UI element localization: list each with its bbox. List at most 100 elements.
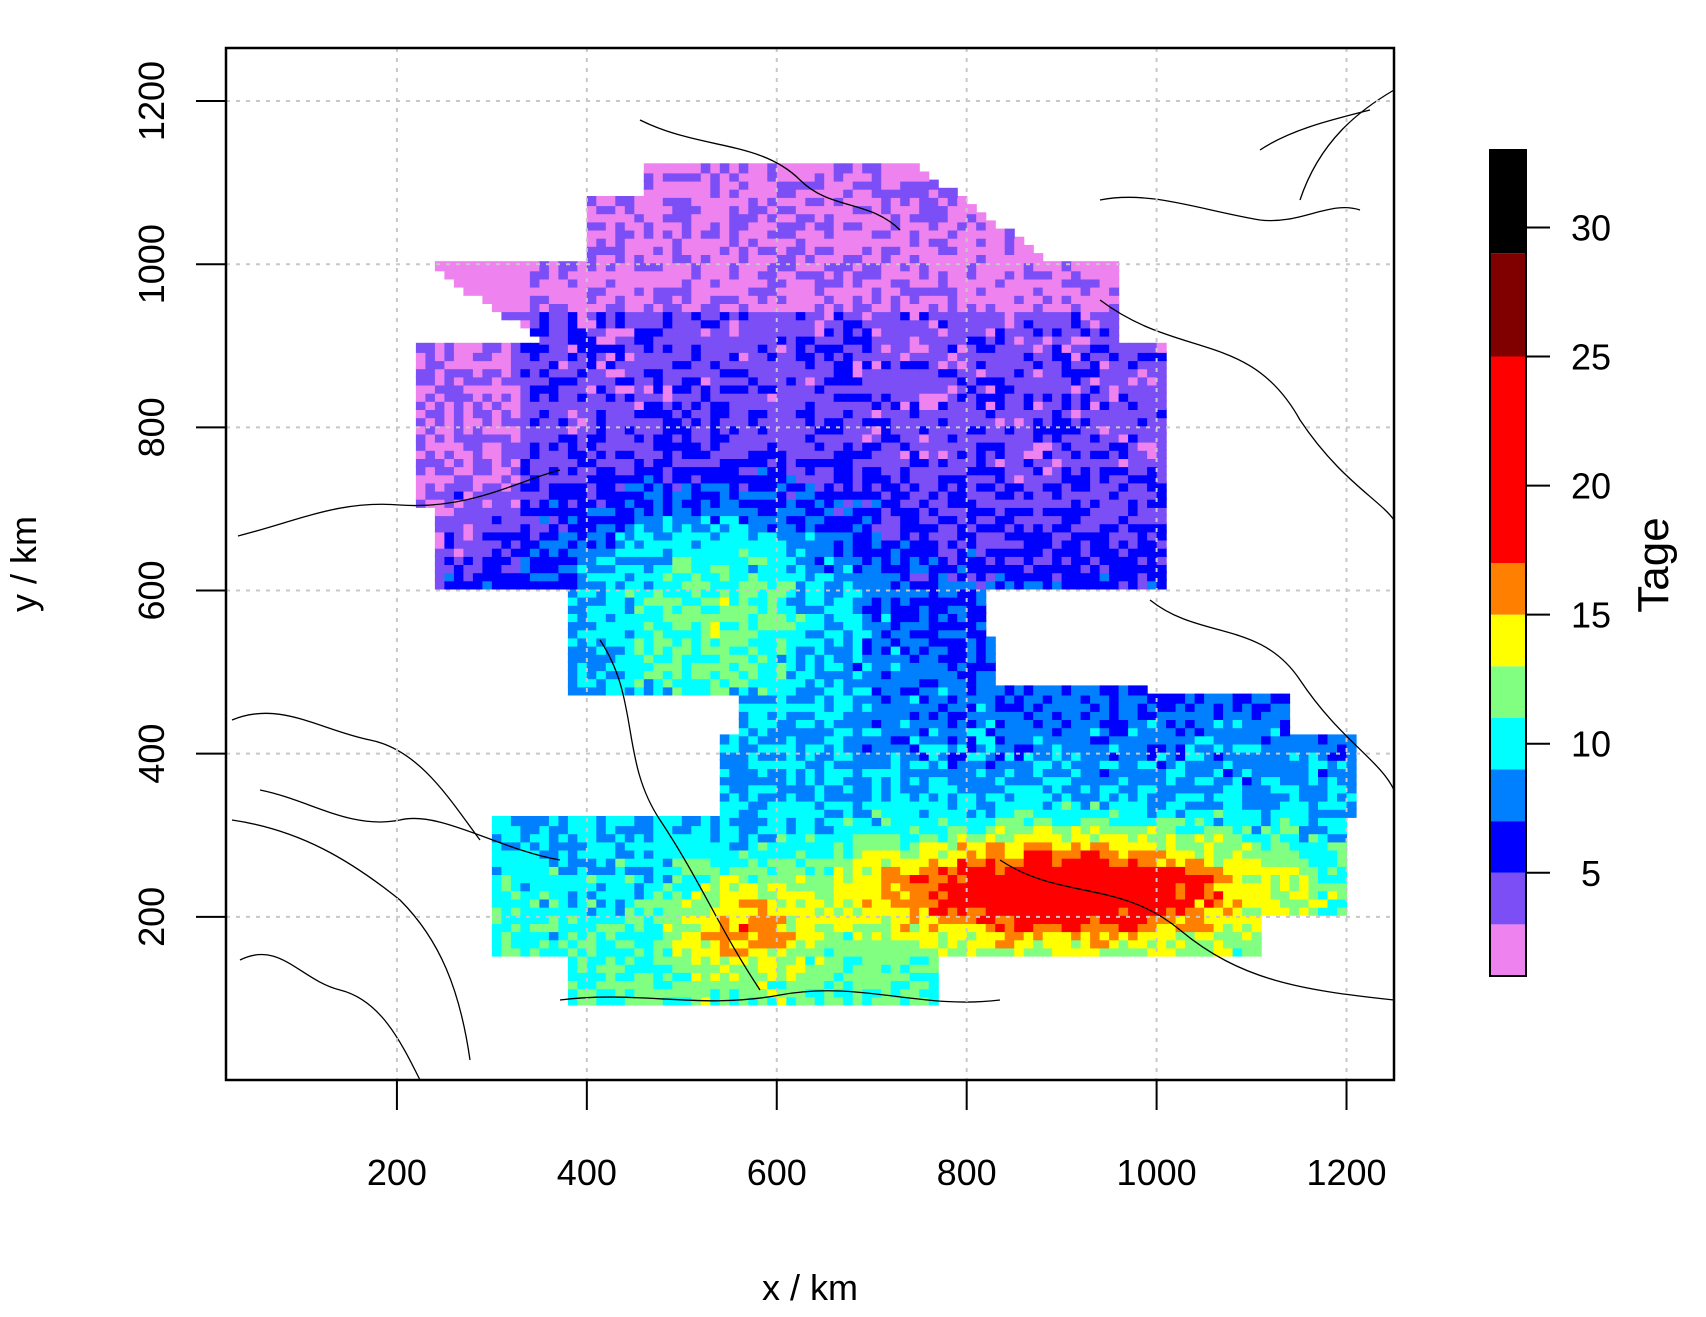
- heatmap-cell: [491, 856, 502, 867]
- heatmap-cell: [938, 546, 949, 557]
- heatmap-cell: [719, 563, 730, 574]
- heatmap-cell: [615, 938, 626, 949]
- heatmap-cell: [805, 636, 816, 647]
- heatmap-cell: [890, 661, 901, 672]
- heatmap-cell: [1061, 571, 1072, 582]
- heatmap-cell: [567, 522, 578, 533]
- heatmap-cell: [881, 775, 892, 786]
- heatmap-cell: [738, 824, 749, 835]
- heatmap-cell: [843, 726, 854, 737]
- heatmap-cell: [1308, 897, 1319, 908]
- heatmap-cell: [871, 530, 882, 541]
- heatmap-cell: [767, 554, 778, 565]
- heatmap-cell: [1004, 726, 1015, 737]
- heatmap-cell: [1213, 726, 1224, 737]
- heatmap-cell: [1004, 889, 1015, 900]
- heatmap-cell: [577, 889, 588, 900]
- heatmap-cell: [824, 938, 835, 949]
- heatmap-cell: [947, 856, 958, 867]
- heatmap-cell: [881, 506, 892, 517]
- heatmap-cell: [757, 816, 768, 827]
- heatmap-cell: [748, 864, 759, 875]
- heatmap-cell: [786, 767, 797, 778]
- heatmap-cell: [871, 481, 882, 492]
- heatmap-cell: [1223, 864, 1234, 875]
- heatmap-cell: [1109, 408, 1120, 419]
- heatmap-cell: [786, 563, 797, 574]
- heatmap-cell: [833, 644, 844, 655]
- heatmap-cell: [672, 816, 683, 827]
- heatmap-cell: [444, 424, 455, 435]
- heatmap-cell: [624, 987, 635, 998]
- heatmap-cell: [871, 824, 882, 835]
- heatmap-cell: [1156, 481, 1167, 492]
- heatmap-cell: [1185, 775, 1196, 786]
- heatmap-cell: [786, 457, 797, 468]
- heatmap-cell: [757, 677, 768, 688]
- heatmap-cell: [852, 995, 863, 1006]
- heatmap-cell: [814, 522, 825, 533]
- heatmap-cell: [1337, 864, 1348, 875]
- heatmap-cell: [814, 864, 825, 875]
- heatmap-cell: [596, 881, 607, 892]
- heatmap-cell: [672, 881, 683, 892]
- heatmap-cell: [662, 881, 673, 892]
- heatmap-cell: [463, 554, 474, 565]
- heatmap-cell: [1023, 905, 1034, 916]
- heatmap-cell: [776, 726, 787, 737]
- heatmap-cell: [586, 465, 597, 476]
- heatmap-cell: [1280, 758, 1291, 769]
- heatmap-cell: [795, 603, 806, 614]
- heatmap-cell: [558, 938, 569, 949]
- heatmap-cell: [1280, 807, 1291, 818]
- heatmap-cell: [881, 693, 892, 704]
- heatmap-cell: [1042, 930, 1053, 941]
- heatmap-cell: [605, 571, 616, 582]
- heatmap-cell: [1147, 563, 1158, 574]
- heatmap-cell: [1109, 473, 1120, 484]
- heatmap-cell: [453, 399, 464, 410]
- heatmap-cell: [947, 612, 958, 623]
- heatmap-cell: [833, 701, 844, 712]
- heatmap-cell: [1280, 832, 1291, 843]
- heatmap-cell: [596, 856, 607, 867]
- heatmap-cell: [491, 424, 502, 435]
- heatmap-cell: [1090, 522, 1101, 533]
- heatmap-cell: [558, 571, 569, 582]
- heatmap-cell: [624, 416, 635, 427]
- heatmap-cell: [824, 750, 835, 761]
- heatmap-cell: [1023, 742, 1034, 753]
- heatmap-cell: [719, 457, 730, 468]
- heatmap-cell: [624, 563, 635, 574]
- heatmap-cell: [596, 946, 607, 957]
- heatmap-cell: [558, 930, 569, 941]
- heatmap-cell: [795, 864, 806, 875]
- heatmap-cell: [824, 962, 835, 973]
- heatmap-cell: [672, 652, 683, 663]
- heatmap-cell: [862, 848, 873, 859]
- heatmap-cell: [1337, 832, 1348, 843]
- heatmap-cell: [1137, 946, 1148, 957]
- heatmap-cell: [833, 636, 844, 647]
- heatmap-cell: [605, 816, 616, 827]
- heatmap-cell: [1033, 718, 1044, 729]
- heatmap-cell: [900, 905, 911, 916]
- heatmap-cell: [1251, 734, 1262, 745]
- heatmap-cell: [1118, 734, 1129, 745]
- heatmap-cell: [919, 881, 930, 892]
- heatmap-cell: [928, 530, 939, 541]
- heatmap-cell: [976, 644, 987, 655]
- heatmap-cell: [909, 791, 920, 802]
- heatmap-cell: [919, 497, 930, 508]
- heatmap-cell: [776, 669, 787, 680]
- heatmap-cell: [1090, 709, 1101, 720]
- heatmap-cell: [719, 905, 730, 916]
- heatmap-cell: [767, 987, 778, 998]
- heatmap-cell: [1090, 750, 1101, 761]
- heatmap-cell: [1204, 718, 1215, 729]
- heatmap-cell: [1014, 864, 1025, 875]
- heatmap-cell: [900, 457, 911, 468]
- heatmap-cell: [890, 807, 901, 818]
- heatmap-cell: [615, 661, 626, 672]
- heatmap-cell: [1270, 693, 1281, 704]
